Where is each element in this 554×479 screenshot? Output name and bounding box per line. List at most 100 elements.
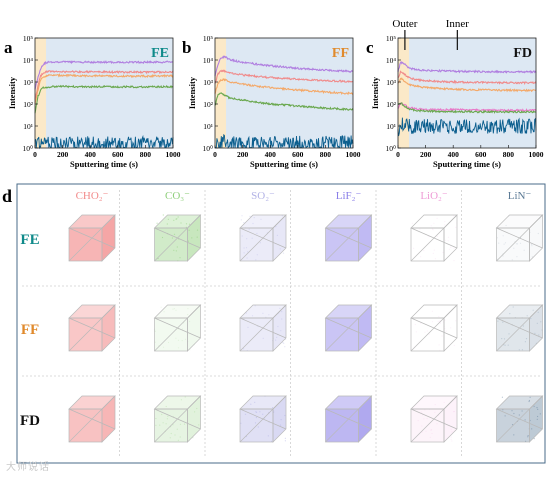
cube-speckle (432, 252, 434, 254)
cube-speckle (256, 232, 258, 235)
x-tick-label: 800 (140, 150, 152, 159)
cube-speckle (450, 327, 452, 329)
series-line-1 (34, 69, 174, 100)
cube-speckle (539, 218, 541, 220)
cube-FF-5 (495, 304, 544, 352)
cube-speckle (172, 424, 174, 426)
series-line-0 (214, 55, 354, 77)
x-tick-label: 200 (57, 150, 69, 159)
plot-frame (34, 37, 174, 149)
cube-speckle (515, 243, 518, 245)
cube-side-face (273, 305, 286, 351)
cube-speckle (453, 411, 455, 413)
cube-speckle (163, 311, 165, 313)
cube-speckle (175, 309, 177, 311)
y-tick-label: 10¹ (203, 122, 213, 131)
cube-FF-0 (68, 304, 116, 352)
cube-speckle (431, 321, 434, 323)
cube-speckle (179, 423, 182, 425)
cube-speckle (176, 246, 178, 248)
x-tick-label: 600 (475, 150, 487, 159)
line-charts: 10⁰ 10¹ 10² 10³ 10⁴ 10⁵ 0 200 400 600 800 1000 Sputt… (4, 18, 544, 169)
cube-speckle (450, 428, 452, 430)
cube-speckle (262, 312, 264, 314)
cube-edge (325, 317, 372, 339)
y-tick-label: 10² (203, 100, 214, 109)
cube-edge (68, 408, 116, 430)
cube-speckle (167, 415, 169, 417)
cube-speckle (173, 219, 175, 221)
cube-speckle (429, 436, 431, 438)
cube-side-face (358, 396, 372, 442)
cube-top-face (325, 396, 372, 409)
cube-speckle (525, 338, 528, 340)
cube-speckle (537, 415, 539, 418)
cube-speckle (524, 419, 526, 421)
series-line-2 (34, 72, 174, 104)
cube-speckle (423, 418, 425, 420)
cube-speckle (262, 413, 264, 415)
panel-b: 10⁰ 10¹ 10² 10³ 10⁴ 10⁵ 0 200 400 600 800 1000 Sputt… (182, 34, 361, 169)
y-tick-label: 10¹ (23, 122, 33, 131)
cube-speckle (504, 242, 507, 244)
cube-speckle (248, 228, 250, 230)
cube-speckle (453, 410, 455, 413)
column-header: LiF₂⁻ (336, 190, 362, 202)
cube-speckle (513, 247, 515, 249)
cube-speckle (496, 237, 498, 239)
cube-speckle (280, 419, 282, 421)
cube-side-face (187, 305, 201, 351)
cube-top-face (154, 396, 201, 409)
cube-speckle (504, 344, 506, 346)
cube-speckle (243, 252, 245, 254)
column-header: LiN⁻ (508, 190, 532, 202)
x-tick-label: 0 (396, 150, 400, 159)
cube-speckle (444, 328, 446, 330)
x-tick-label: 600 (112, 150, 124, 159)
cube-speckle (198, 424, 200, 426)
x-tick-label: 200 (237, 150, 249, 159)
outer-region-band (398, 38, 410, 148)
cube-edge (239, 408, 287, 430)
cube-speckle (176, 218, 178, 220)
series-line-2 (214, 77, 354, 96)
cube-speckle (156, 222, 158, 224)
cube-speckle (154, 330, 156, 332)
cube-side-face (529, 305, 543, 351)
x-tick-label: 0 (33, 150, 37, 159)
cube-speckle (175, 250, 177, 252)
cube-speckle (162, 214, 164, 216)
cube-speckle (284, 440, 286, 442)
column-header: LiO₂⁻ (420, 190, 448, 202)
x-axis-label: Sputtering time (s) (250, 159, 318, 169)
cube-speckle (240, 422, 242, 424)
cube-speckle (529, 396, 531, 398)
cube-top-face (154, 305, 201, 318)
cube-edge (496, 227, 543, 249)
cube-speckle (243, 348, 245, 350)
panel-c: 10⁰ 10¹ 10² 10³ 10⁴ 10⁵ 0 200 400 600 800 1000 Sputt… (366, 18, 544, 169)
cube-speckle (442, 251, 444, 254)
cube-speckle (537, 408, 539, 410)
cube-speckle (181, 340, 183, 342)
cube-edge (410, 227, 458, 249)
cube-speckle (159, 424, 161, 426)
cube-top-face (154, 215, 201, 228)
plot-frame (397, 37, 537, 149)
cube-speckle (521, 410, 523, 412)
region-annotation-1: Inner (446, 18, 470, 30)
cube-speckle (450, 438, 452, 440)
x-tick-label: 600 (292, 150, 304, 159)
cube-speckle (533, 405, 535, 407)
cube-speckle (173, 249, 175, 251)
cube-speckle (180, 399, 182, 401)
cube-speckle (177, 439, 179, 441)
cube-FF-3 (324, 304, 373, 352)
cube-speckle (420, 256, 422, 258)
cube-speckle (179, 257, 181, 259)
cube-speckle (420, 322, 422, 324)
series-line-3 (397, 102, 537, 113)
cube-speckle (531, 256, 534, 258)
cube-top-face (240, 215, 286, 228)
cube-FE-4 (410, 214, 458, 262)
